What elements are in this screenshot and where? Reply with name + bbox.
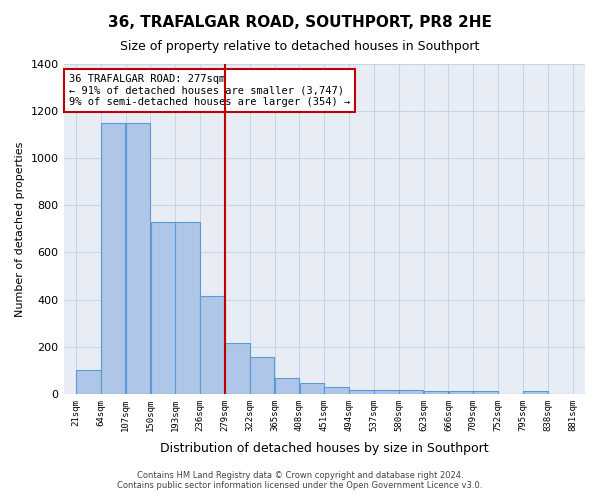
Text: 36, TRAFALGAR ROAD, SOUTHPORT, PR8 2HE: 36, TRAFALGAR ROAD, SOUTHPORT, PR8 2HE (108, 15, 492, 30)
Bar (473, 392, 498, 394)
Bar (225, 343, 250, 394)
Bar (424, 392, 448, 394)
Bar (349, 390, 374, 394)
Bar (76, 370, 101, 394)
Text: Size of property relative to detached houses in Southport: Size of property relative to detached ho… (121, 40, 479, 53)
Bar (126, 123, 151, 394)
Bar (374, 390, 398, 394)
Bar (151, 222, 175, 394)
Text: 36 TRAFALGAR ROAD: 277sqm
← 91% of detached houses are smaller (3,747)
9% of sem: 36 TRAFALGAR ROAD: 277sqm ← 91% of detac… (69, 74, 350, 107)
X-axis label: Distribution of detached houses by size in Southport: Distribution of detached houses by size … (160, 442, 488, 455)
Bar (299, 383, 324, 394)
Bar (250, 358, 274, 394)
Bar (523, 392, 548, 394)
Bar (325, 386, 349, 394)
Y-axis label: Number of detached properties: Number of detached properties (15, 141, 25, 316)
Text: Contains HM Land Registry data © Crown copyright and database right 2024.
Contai: Contains HM Land Registry data © Crown c… (118, 470, 482, 490)
Bar (275, 378, 299, 394)
Bar (200, 296, 225, 394)
Bar (175, 222, 200, 394)
Bar (449, 392, 473, 394)
Bar (399, 390, 424, 394)
Bar (101, 123, 125, 394)
